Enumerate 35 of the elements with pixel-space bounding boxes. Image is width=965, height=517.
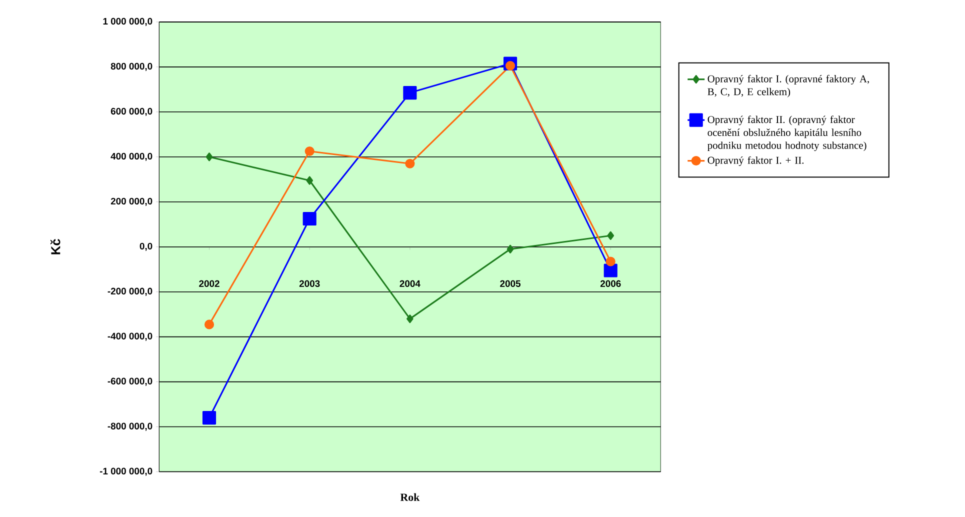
y-tick-label: 1 000 000,0 — [103, 18, 152, 26]
point — [406, 314, 414, 324]
y-axis-title: Kč — [50, 239, 60, 254]
point — [403, 86, 417, 100]
x-tick-label: 2006 — [600, 280, 621, 288]
point — [204, 320, 214, 330]
point — [206, 152, 213, 162]
y-tick-label: -400 000,0 — [108, 332, 152, 342]
point — [505, 61, 516, 71]
point — [302, 212, 316, 226]
point — [306, 176, 314, 185]
x-tick-label: 2002 — [199, 280, 220, 288]
y-tick-label: -200 000,0 — [108, 288, 152, 296]
y-tick-label: 400 000,0 — [110, 153, 152, 162]
point — [604, 264, 618, 278]
y-tick-label: -800 000,0 — [108, 422, 152, 431]
x-tick-label: 2005 — [500, 280, 521, 288]
y-tick-label: 0,0 — [140, 243, 152, 252]
point — [606, 256, 616, 266]
y-tick-label: 200 000,0 — [110, 198, 152, 206]
y-tick-label: 600 000,0 — [110, 108, 152, 116]
y-tick-label: 800 000,0 — [110, 63, 152, 72]
point — [607, 231, 614, 240]
legend-label: Opravný faktor II. (opravný faktor ocenění obslužného kapitálu lesního podniku metodou hodnoty substance) — [708, 116, 866, 152]
x-axis-title: Rok — [400, 493, 420, 502]
y-tick-label: -1 000 000,0 — [100, 468, 152, 476]
legend-label: Opravný faktor I. (opravné faktory A, B, C, D, E celkem) — [708, 75, 869, 98]
legend-label: Opravný faktor I. + II. — [708, 156, 804, 166]
x-tick-label: 2003 — [299, 280, 320, 288]
x-tick-label: 2004 — [400, 280, 420, 288]
y-tick-label: -600 000,0 — [108, 378, 152, 386]
point — [405, 159, 415, 169]
point — [304, 146, 314, 156]
point — [506, 244, 514, 254]
point — [202, 411, 216, 425]
